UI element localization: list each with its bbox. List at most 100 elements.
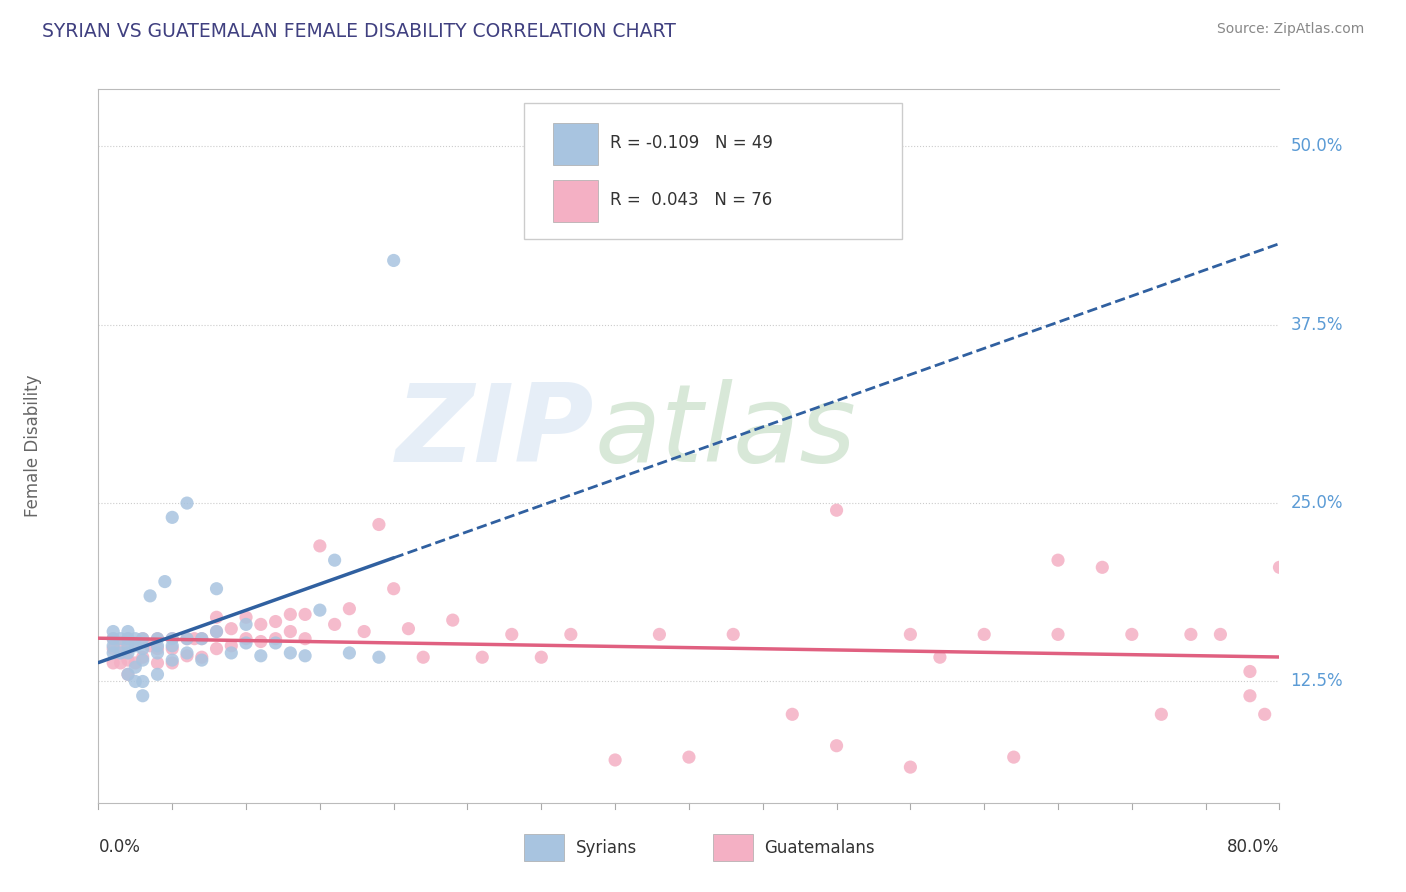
Text: R = -0.109   N = 49: R = -0.109 N = 49 bbox=[610, 134, 773, 153]
Point bbox=[124, 639, 146, 653]
Point bbox=[146, 639, 169, 653]
Point bbox=[132, 632, 155, 646]
Point bbox=[139, 589, 162, 603]
Point bbox=[132, 632, 155, 646]
Point bbox=[530, 650, 553, 665]
Point bbox=[353, 624, 375, 639]
Point bbox=[678, 750, 700, 764]
Point bbox=[162, 641, 183, 656]
Text: ZIP: ZIP bbox=[396, 379, 595, 484]
Point bbox=[382, 582, 405, 596]
Point bbox=[153, 574, 176, 589]
Point bbox=[183, 632, 205, 646]
Point bbox=[191, 653, 214, 667]
Point bbox=[146, 656, 169, 670]
Point bbox=[146, 667, 169, 681]
Point bbox=[1180, 627, 1202, 641]
Point bbox=[337, 601, 360, 615]
Point bbox=[103, 632, 125, 646]
Text: Source: ZipAtlas.com: Source: ZipAtlas.com bbox=[1216, 22, 1364, 37]
Point bbox=[219, 646, 242, 660]
Point bbox=[1239, 689, 1261, 703]
Point bbox=[191, 650, 214, 665]
Point bbox=[117, 624, 139, 639]
Point bbox=[337, 646, 360, 660]
Point bbox=[1268, 560, 1291, 574]
Text: atlas: atlas bbox=[595, 379, 856, 484]
Text: 25.0%: 25.0% bbox=[1291, 494, 1343, 512]
Text: 0.0%: 0.0% bbox=[98, 838, 141, 856]
Point bbox=[235, 617, 257, 632]
Point bbox=[146, 646, 169, 660]
Text: 12.5%: 12.5% bbox=[1291, 673, 1343, 690]
Point bbox=[132, 689, 155, 703]
Point bbox=[110, 656, 132, 670]
Point bbox=[309, 539, 332, 553]
Point bbox=[1002, 750, 1025, 764]
Point bbox=[205, 610, 228, 624]
Point bbox=[162, 639, 183, 653]
Point bbox=[132, 674, 155, 689]
Point bbox=[146, 641, 169, 656]
Point bbox=[146, 632, 169, 646]
Point bbox=[973, 627, 995, 641]
Point bbox=[103, 646, 125, 660]
FancyBboxPatch shape bbox=[523, 103, 901, 239]
Point bbox=[162, 653, 183, 667]
Point bbox=[501, 627, 523, 641]
Point bbox=[1091, 560, 1114, 574]
Point bbox=[412, 650, 434, 665]
Point bbox=[162, 632, 183, 646]
Point bbox=[825, 739, 848, 753]
FancyBboxPatch shape bbox=[553, 180, 598, 221]
Point bbox=[110, 646, 132, 660]
Text: Female Disability: Female Disability bbox=[24, 375, 42, 517]
Point bbox=[191, 632, 214, 646]
Point bbox=[294, 648, 316, 663]
Point bbox=[205, 624, 228, 639]
Point bbox=[1239, 665, 1261, 679]
Point bbox=[124, 660, 146, 674]
Point bbox=[139, 639, 162, 653]
Point bbox=[117, 667, 139, 681]
Point bbox=[278, 624, 302, 639]
Point bbox=[250, 617, 273, 632]
Point bbox=[235, 632, 257, 646]
Point bbox=[368, 517, 391, 532]
Point bbox=[900, 627, 922, 641]
Point bbox=[162, 632, 183, 646]
Point bbox=[219, 622, 242, 636]
Point bbox=[176, 496, 198, 510]
Point bbox=[278, 646, 302, 660]
Point bbox=[323, 617, 346, 632]
Point bbox=[309, 603, 332, 617]
Text: 50.0%: 50.0% bbox=[1291, 137, 1343, 155]
FancyBboxPatch shape bbox=[523, 834, 564, 862]
Point bbox=[162, 656, 183, 670]
Point bbox=[900, 760, 922, 774]
Point bbox=[648, 627, 671, 641]
Point bbox=[382, 253, 405, 268]
Point bbox=[235, 610, 257, 624]
Point bbox=[117, 632, 139, 646]
Text: Guatemalans: Guatemalans bbox=[765, 838, 875, 856]
Point bbox=[250, 648, 273, 663]
Point bbox=[235, 636, 257, 650]
Point bbox=[294, 607, 316, 622]
Point bbox=[103, 656, 125, 670]
Text: 37.5%: 37.5% bbox=[1291, 316, 1343, 334]
Point bbox=[162, 510, 183, 524]
Point bbox=[103, 641, 125, 656]
Point bbox=[191, 632, 214, 646]
Point bbox=[368, 650, 391, 665]
Point bbox=[294, 632, 316, 646]
Point bbox=[605, 753, 627, 767]
Point bbox=[110, 639, 132, 653]
Point bbox=[103, 639, 125, 653]
Text: R =  0.043   N = 76: R = 0.043 N = 76 bbox=[610, 191, 772, 209]
Point bbox=[825, 503, 848, 517]
Point bbox=[471, 650, 494, 665]
Point bbox=[103, 624, 125, 639]
Point bbox=[396, 622, 419, 636]
Point bbox=[146, 632, 169, 646]
